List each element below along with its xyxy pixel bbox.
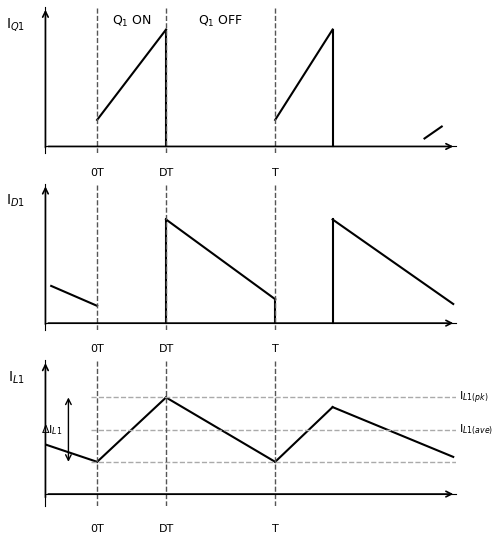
Text: I$_{L1}$: I$_{L1}$	[8, 370, 25, 386]
Text: DT: DT	[158, 524, 174, 534]
Text: DT: DT	[158, 168, 174, 178]
Text: Q$_1$ OFF: Q$_1$ OFF	[198, 14, 244, 30]
Text: I$_{L1(pk)}$: I$_{L1(pk)}$	[459, 389, 488, 406]
Text: T: T	[272, 168, 278, 178]
Text: Q$_1$ ON: Q$_1$ ON	[112, 14, 152, 30]
Text: DT: DT	[158, 344, 174, 355]
Text: $\Delta$I$_{L1}$: $\Delta$I$_{L1}$	[41, 423, 62, 436]
Text: I$_{D1}$: I$_{D1}$	[6, 193, 25, 209]
Text: T: T	[272, 344, 278, 355]
Text: 0T: 0T	[90, 168, 104, 178]
Text: T: T	[272, 524, 278, 534]
Text: I$_{Q1}$: I$_{Q1}$	[6, 16, 25, 33]
Text: 0T: 0T	[90, 524, 104, 534]
Text: 0T: 0T	[90, 344, 104, 355]
Text: I$_{L1(a ve)}$: I$_{L1(a ve)}$	[459, 422, 493, 437]
